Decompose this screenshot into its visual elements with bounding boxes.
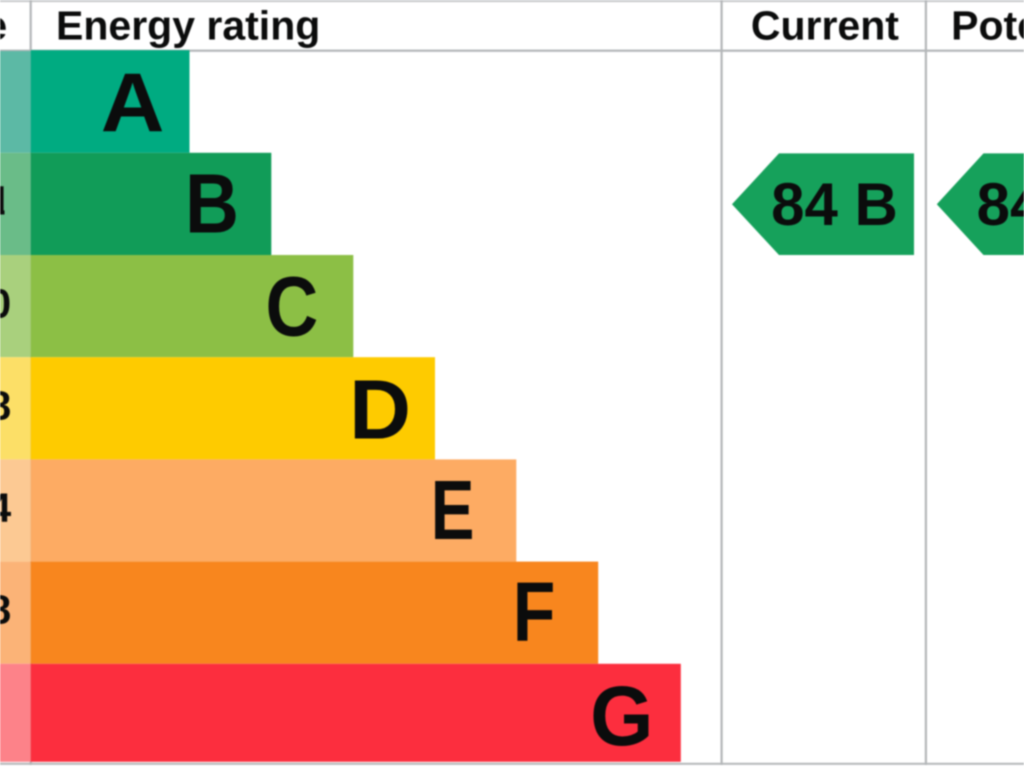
svg-text:B: B [185, 157, 239, 251]
svg-text:Score: Score [0, 3, 7, 49]
svg-text:E: E [431, 463, 475, 557]
svg-text:81-91: 81-91 [0, 178, 11, 224]
svg-text:A: A [101, 56, 165, 150]
svg-text:C: C [266, 260, 319, 354]
svg-text:39-54: 39-54 [0, 485, 11, 531]
svg-text:D: D [349, 362, 411, 456]
svg-text:Current: Current [751, 3, 899, 49]
svg-text:G: G [590, 669, 653, 763]
svg-text:84 B: 84 B [977, 171, 1024, 238]
svg-text:Potential: Potential [951, 3, 1024, 49]
svg-text:84 B: 84 B [771, 171, 898, 238]
svg-text:21-38: 21-38 [0, 587, 11, 633]
svg-text:Energy rating: Energy rating [56, 3, 320, 49]
svg-text:69-80: 69-80 [0, 281, 11, 327]
svg-text:55-68: 55-68 [0, 382, 11, 428]
svg-text:F: F [513, 566, 556, 660]
